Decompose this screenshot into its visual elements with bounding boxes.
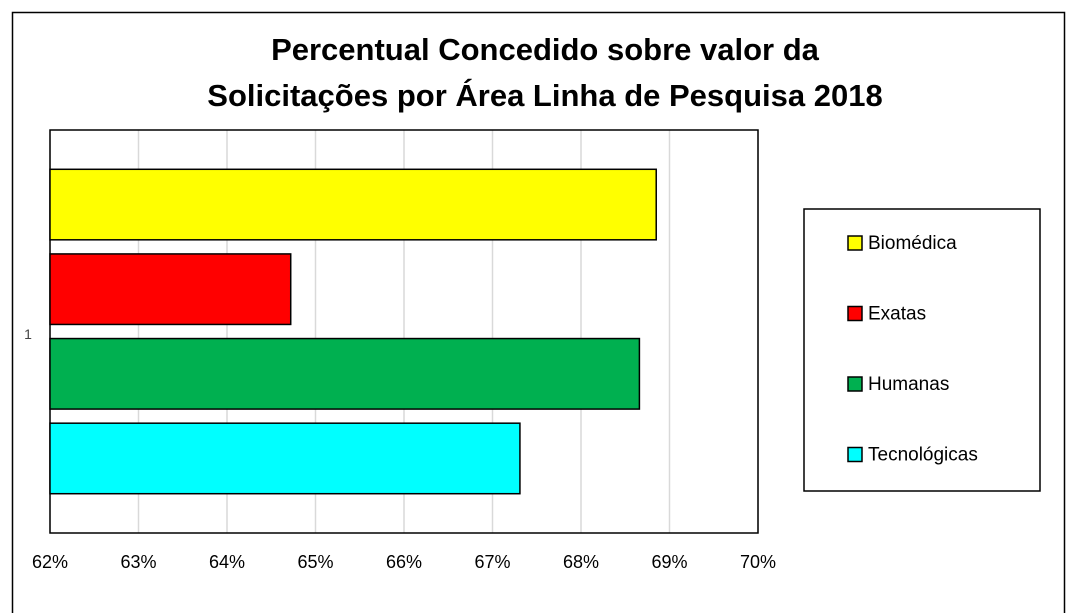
x-tick-label: 70% [740,552,776,572]
x-tick-label: 64% [209,552,245,572]
legend-label: Biomédica [868,233,957,254]
x-tick-label: 68% [563,552,599,572]
x-tick-label: 62% [32,552,68,572]
x-tick-label: 66% [386,552,422,572]
legend-label: Tecnológicas [868,445,978,466]
x-tick-label: 63% [120,552,156,572]
chart-title: Solicitações por Área Linha de Pesquisa … [207,78,882,113]
bar [49,168,657,241]
legend-label: Exatas [868,304,926,325]
legend-label: Humanas [868,374,949,395]
x-tick-label: 65% [297,552,333,572]
x-tick-label: 69% [651,552,687,572]
chart-title: Percentual Concedido sobre valor da [271,32,820,67]
legend-swatch [847,446,863,463]
bar [49,337,641,410]
bar [49,422,521,495]
legend-swatch [847,305,863,322]
bar [49,253,292,326]
x-tick-label: 67% [474,552,510,572]
y-tick-label: 1 [24,326,32,342]
legend-swatch [847,376,863,392]
plot-area [49,129,759,534]
legend [803,208,1041,492]
legend-swatch [847,235,863,251]
